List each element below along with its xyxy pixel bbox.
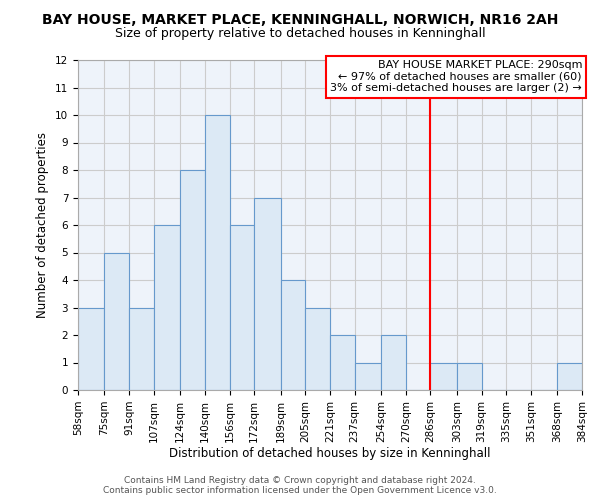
Bar [355, 362, 381, 390]
Bar [129, 308, 154, 390]
Text: Contains HM Land Registry data © Crown copyright and database right 2024.
Contai: Contains HM Land Registry data © Crown c… [103, 476, 497, 495]
Bar [281, 280, 305, 390]
X-axis label: Distribution of detached houses by size in Kenninghall: Distribution of detached houses by size … [169, 448, 491, 460]
Bar [154, 225, 180, 390]
Y-axis label: Number of detached properties: Number of detached properties [37, 132, 49, 318]
Bar [78, 308, 104, 390]
Bar [557, 362, 582, 390]
Bar [330, 335, 355, 390]
Bar [254, 198, 281, 390]
Bar [305, 308, 330, 390]
Bar [230, 225, 254, 390]
Bar [381, 335, 406, 390]
Text: BAY HOUSE MARKET PLACE: 290sqm
← 97% of detached houses are smaller (60)
3% of s: BAY HOUSE MARKET PLACE: 290sqm ← 97% of … [330, 60, 582, 93]
Bar [180, 170, 205, 390]
Bar [205, 115, 230, 390]
Text: BAY HOUSE, MARKET PLACE, KENNINGHALL, NORWICH, NR16 2AH: BAY HOUSE, MARKET PLACE, KENNINGHALL, NO… [42, 12, 558, 26]
Bar [104, 252, 129, 390]
Bar [457, 362, 482, 390]
Bar [430, 362, 457, 390]
Text: Size of property relative to detached houses in Kenninghall: Size of property relative to detached ho… [115, 28, 485, 40]
